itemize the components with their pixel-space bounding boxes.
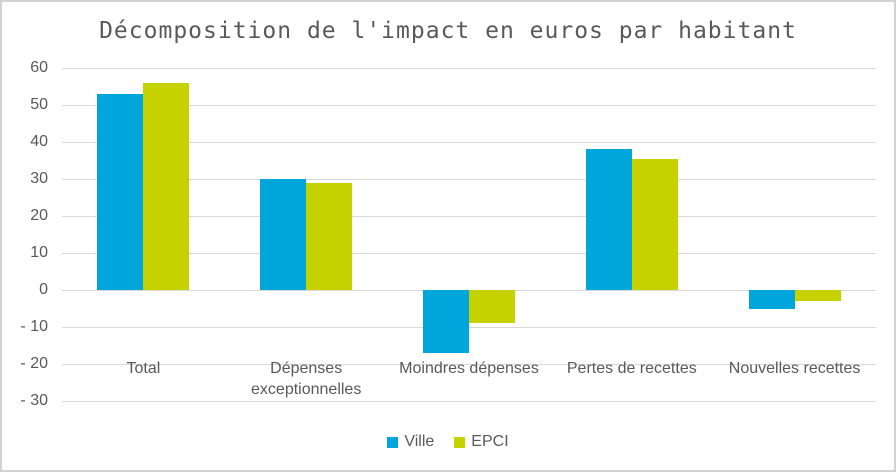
chart-title: Décomposition de l'impact en euros par h…	[99, 18, 797, 44]
gridline	[62, 253, 876, 254]
bar-epci-0	[143, 82, 190, 290]
y-axis-label: - 30	[20, 392, 48, 409]
legend: Ville EPCI	[2, 433, 894, 451]
gridline	[62, 179, 876, 180]
bar-epci-2	[469, 290, 515, 324]
epci-swatch-icon	[454, 436, 466, 448]
y-axis-label: - 20	[20, 355, 48, 372]
x-axis-label: Total	[126, 360, 161, 377]
gridline	[62, 364, 876, 365]
legend-label-ville: Ville	[404, 433, 435, 450]
y-axis-label: 10	[30, 244, 48, 261]
bar-epci-3	[631, 158, 678, 290]
x-axis-label: Moindres dépenses	[399, 360, 539, 377]
bar-epci-4	[794, 290, 841, 302]
bar-ville-2	[423, 290, 469, 353]
legend-item-epci: EPCI	[454, 433, 509, 451]
bar-epci-1	[306, 182, 353, 290]
x-axis-label: Pertes de recettes	[566, 360, 697, 377]
x-axis-label: Nouvelles recettes	[728, 360, 861, 377]
y-axis-label: 60	[30, 59, 48, 76]
gridline	[62, 105, 876, 106]
y-axis-label: 30	[30, 170, 48, 187]
gridline	[62, 142, 876, 143]
y-axis-label: 0	[39, 281, 48, 298]
legend-item-ville: Ville	[387, 433, 434, 451]
bar-ville-3	[585, 149, 632, 290]
y-axis-label: 20	[30, 207, 48, 224]
y-axis-label: 40	[30, 133, 48, 150]
bar-ville-0	[97, 93, 144, 290]
x-axis-label: Dépenses exceptionnelles	[251, 360, 362, 398]
y-axis-label: 50	[30, 96, 48, 113]
ville-swatch-icon	[387, 436, 399, 448]
bar-ville-4	[748, 290, 795, 309]
gridline	[62, 216, 876, 217]
gridline	[62, 68, 876, 69]
bar-ville-1	[260, 179, 307, 290]
gridline	[62, 401, 876, 402]
gridline	[62, 327, 876, 328]
y-axis-label: - 10	[20, 318, 48, 335]
legend-label-epci: EPCI	[471, 433, 509, 450]
